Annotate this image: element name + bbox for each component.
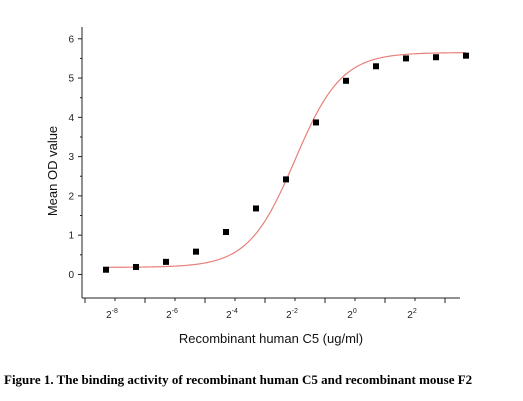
x-tick-label: 2-4 <box>226 308 238 321</box>
x-axis-ticks: 2-8 2-6 2-4 2-2 20 22 <box>84 298 446 321</box>
x-axis-label: Recombinant human C5 (ug/ml) <box>179 331 363 346</box>
y-axis-ticks: 0 1 2 3 4 5 6 <box>68 34 82 281</box>
chart: 0 1 2 3 4 5 6 2-8 2-6 2-4 2-2 20 22 Mean OD value R… <box>45 27 469 346</box>
data-point <box>403 55 409 62</box>
fit-curve <box>106 52 467 268</box>
y-axis-label: Mean OD value <box>45 126 60 216</box>
data-point <box>193 248 199 255</box>
y-tick-label: 5 <box>68 74 74 85</box>
x-tick-label: 2-8 <box>106 308 118 321</box>
y-tick-label: 3 <box>68 152 74 163</box>
y-tick-label: 6 <box>68 34 74 45</box>
data-point <box>253 205 259 212</box>
y-tick-label: 4 <box>68 113 74 124</box>
figure-caption: Figure 1. The binding activity of recomb… <box>4 372 473 387</box>
data-point <box>313 119 319 126</box>
axes <box>81 27 460 299</box>
data-point <box>463 52 469 59</box>
data-point <box>103 266 109 273</box>
y-tick-label: 1 <box>68 231 74 242</box>
y-tick-label: 2 <box>68 191 74 202</box>
x-tick-label: 2-6 <box>166 308 178 321</box>
data-point <box>373 63 379 70</box>
x-tick-label: 20 <box>347 308 357 321</box>
data-point <box>133 263 139 270</box>
x-tick-label: 22 <box>407 308 417 321</box>
data-point <box>283 176 289 183</box>
data-point <box>343 77 349 84</box>
data-points <box>103 52 469 273</box>
data-point <box>163 258 169 265</box>
data-point <box>433 54 439 61</box>
y-tick-label: 0 <box>68 270 74 281</box>
data-point <box>223 229 229 236</box>
x-tick-label: 2-2 <box>286 308 298 321</box>
